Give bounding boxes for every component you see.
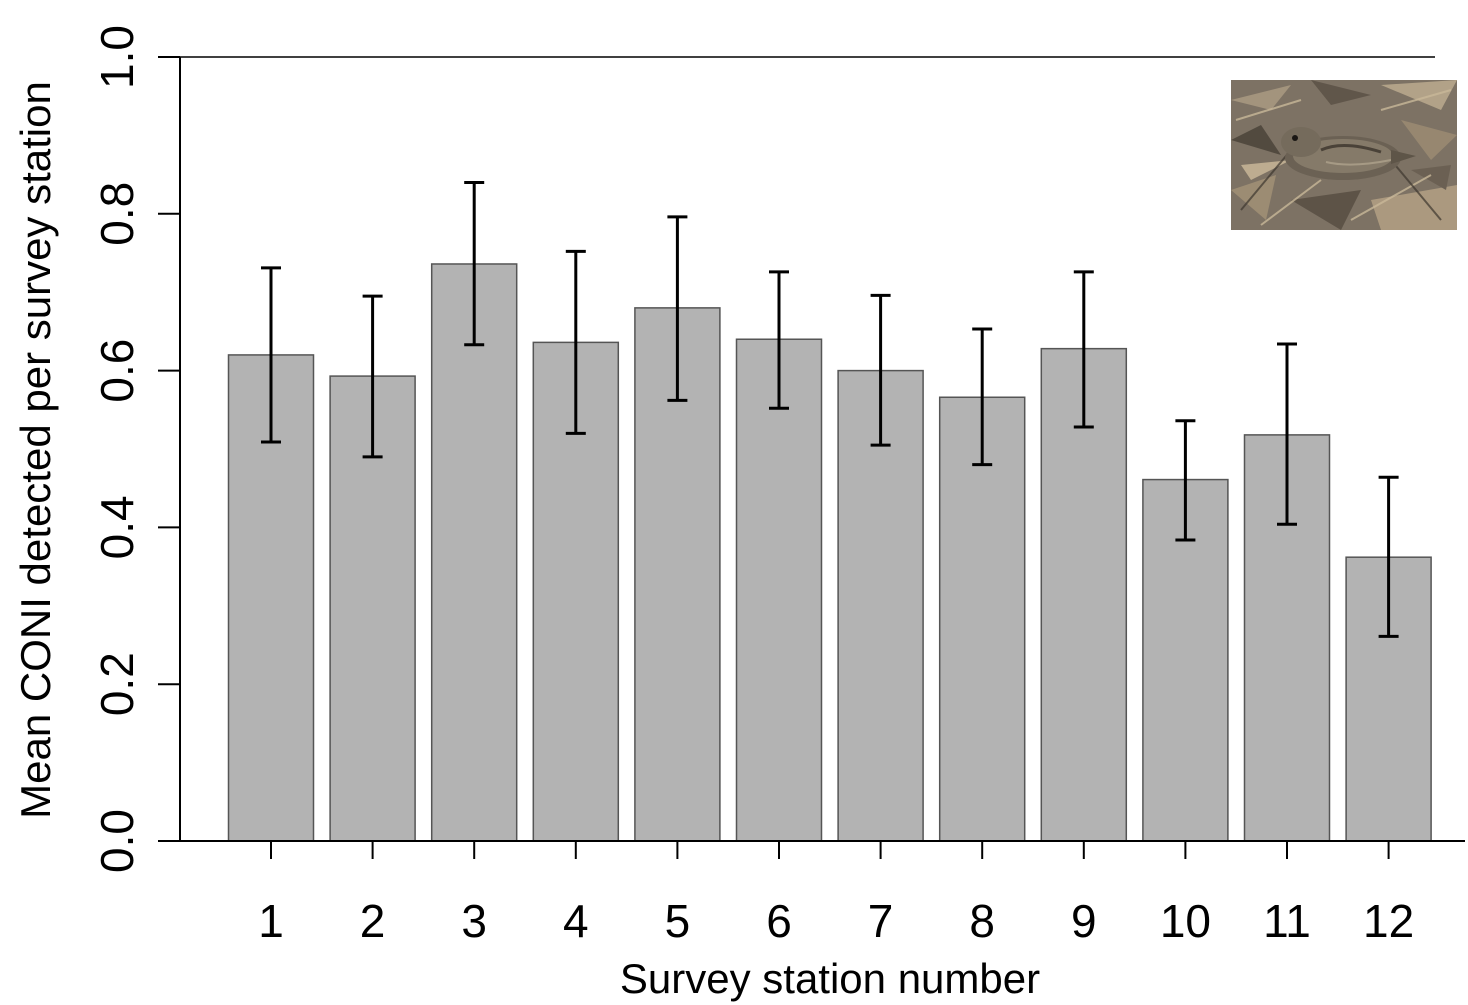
y-tick-label: 0.4 [91, 495, 143, 559]
bar [430, 263, 518, 842]
y-tick-label: 0.8 [91, 182, 143, 246]
x-tick-label: 7 [868, 895, 894, 947]
y-tick-label: 1.0 [91, 25, 143, 89]
x-tick-label: 2 [360, 895, 386, 947]
x-tick-label: 5 [665, 895, 691, 947]
plot-area: 0.00.20.40.60.81.01 2 3 4 5 6 7 8 9 10 11 12 [91, 25, 1465, 947]
bar [837, 369, 924, 842]
bar [1040, 347, 1128, 842]
x-tick-label: 9 [1071, 895, 1097, 947]
x-tick-label: 1 [258, 895, 284, 947]
x-tick-label: 6 [766, 895, 792, 947]
y-tick-label: 0.2 [91, 652, 143, 716]
x-tick-label: 3 [461, 895, 487, 947]
x-tick-label: 10 [1160, 895, 1211, 947]
x-tick-label: 11 [1263, 895, 1311, 947]
y-tick-label: 0.0 [91, 809, 143, 873]
x-tick-label: 8 [969, 895, 995, 947]
y-tick-label: 0.6 [91, 339, 143, 403]
x-tick-label: 12 [1363, 895, 1414, 947]
bar [735, 338, 823, 842]
bird-photo-inset [1231, 80, 1457, 230]
x-tick-label: 4 [563, 895, 589, 947]
x-axis-title: Survey station number [620, 955, 1040, 1002]
y-axis-title: Mean CONI detected per survey station [12, 81, 59, 819]
